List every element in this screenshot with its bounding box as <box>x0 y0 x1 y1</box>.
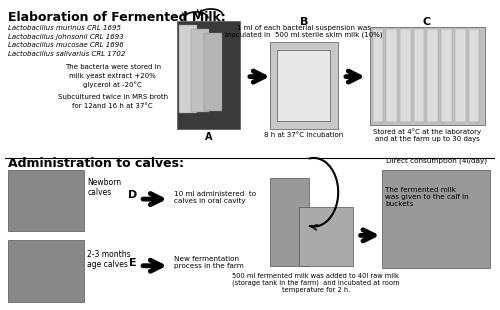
Bar <box>8 170 85 232</box>
Bar <box>191 29 209 112</box>
Bar <box>299 207 353 266</box>
Text: Administration to calves:: Administration to calves: <box>8 157 184 170</box>
Bar <box>278 50 330 121</box>
Text: B: B <box>300 17 308 27</box>
Text: 10 ml administered  to
calves in oral cavity: 10 ml administered to calves in oral cav… <box>174 191 256 204</box>
Bar <box>8 240 85 302</box>
Text: Direct consumption (4l/day): Direct consumption (4l/day) <box>386 158 486 164</box>
Text: 2-3 months
age calves: 2-3 months age calves <box>88 250 131 269</box>
Text: Stored at 4°C at the laboratory
and at the farm up to 30 days: Stored at 4°C at the laboratory and at t… <box>374 129 482 142</box>
Bar <box>455 29 466 122</box>
Text: D: D <box>128 190 137 200</box>
Text: Newborn
calves: Newborn calves <box>88 178 122 197</box>
Bar <box>370 27 485 125</box>
Text: The fermented milk
was given to the calf in
buckets: The fermented milk was given to the calf… <box>385 187 469 207</box>
Bar <box>386 29 397 122</box>
Text: Lactobacillus johnsonii CRL 1693: Lactobacillus johnsonii CRL 1693 <box>8 33 123 40</box>
Bar <box>428 29 438 122</box>
Text: E: E <box>128 258 136 268</box>
Text: Elaboration of Fermented Milk:: Elaboration of Fermented Milk: <box>8 11 226 24</box>
Text: C: C <box>422 17 430 27</box>
Text: New fermentation
process in the farm: New fermentation process in the farm <box>174 256 244 269</box>
Text: for 12and 16 h at 37°C: for 12and 16 h at 37°C <box>72 103 153 109</box>
Text: 8 h at 37°C Incubation: 8 h at 37°C Incubation <box>264 132 344 139</box>
Text: Lactobacillus murinus CRL 1695: Lactobacillus murinus CRL 1695 <box>8 25 121 31</box>
Text: 500 ml fermented milk was added to 40l raw milk
(storage tank in the farm)  and : 500 ml fermented milk was added to 40l r… <box>232 272 400 293</box>
Bar <box>468 29 479 122</box>
Bar <box>441 29 452 122</box>
Text: milk yeast extract +20%: milk yeast extract +20% <box>70 73 156 79</box>
Bar <box>176 21 240 129</box>
Bar <box>400 29 410 122</box>
Text: A: A <box>205 132 212 143</box>
Bar <box>414 29 424 122</box>
Bar <box>270 178 309 266</box>
Text: glycerol at -20°C: glycerol at -20°C <box>84 82 142 88</box>
Bar <box>180 25 197 113</box>
Bar <box>382 170 490 268</box>
Text: The bacteria were stored in: The bacteria were stored in <box>64 64 161 70</box>
Text: Lactobacillus mucosae CRL 1696: Lactobacillus mucosae CRL 1696 <box>8 42 123 48</box>
Bar <box>372 29 384 122</box>
Text: Subcultured twice in MRS broth: Subcultured twice in MRS broth <box>58 94 168 100</box>
Text: 1 ml of each bacterial suspension was
inoculated in  500 ml sterile skim milk (1: 1 ml of each bacterial suspension was in… <box>225 25 382 38</box>
Text: Lactobacillus salivarius CRL 1702: Lactobacillus salivarius CRL 1702 <box>8 51 126 57</box>
Bar <box>270 42 338 129</box>
Bar <box>204 33 222 111</box>
